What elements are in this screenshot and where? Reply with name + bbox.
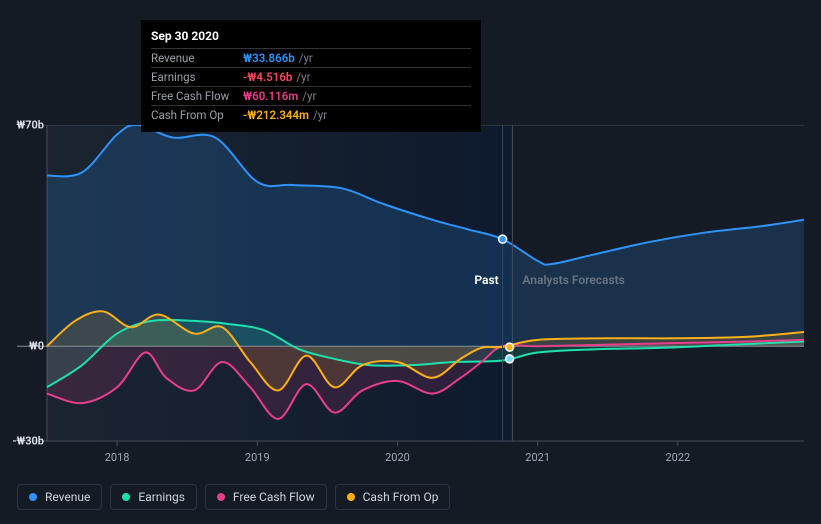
x-axis-label: 2018 [105, 451, 130, 464]
tooltip-row-value: ₩60.116m [243, 89, 298, 103]
tooltip-row-label: Revenue [151, 51, 243, 65]
tooltip-row: Free Cash Flow₩60.116m/yr [151, 86, 471, 105]
marker-cfo [506, 343, 514, 351]
tooltip-row-value: ₩33.866b [243, 51, 295, 65]
marker-revenue [499, 235, 507, 243]
section-label-forecast: Analysts Forecasts [522, 273, 624, 287]
tooltip-date: Sep 30 2020 [151, 26, 471, 48]
tooltip-row-unit: /yr [296, 70, 310, 84]
y-axis-label: ₩70b [0, 119, 44, 132]
section-label-past: Past [474, 273, 498, 287]
legend-item-revenue[interactable]: Revenue [17, 484, 102, 510]
marker-earnings [506, 355, 514, 363]
tooltip-row-value: -₩212.344m [243, 108, 309, 122]
legend-label: Revenue [45, 490, 90, 504]
legend-label: Free Cash Flow [233, 490, 315, 504]
y-axis-label: -₩30b [0, 435, 44, 448]
financials-chart[interactable]: ₩70b₩0-₩30b 20182019202020212022 Past An… [17, 125, 804, 469]
x-axis-label: 2019 [245, 451, 270, 464]
tooltip-row: Revenue₩33.866b/yr [151, 48, 471, 67]
legend-dot [122, 493, 130, 501]
tooltip-row-unit: /yr [299, 51, 313, 65]
legend-item-fcf[interactable]: Free Cash Flow [205, 484, 327, 510]
tooltip-row-label: Earnings [151, 70, 243, 84]
tooltip-row-label: Cash From Op [151, 108, 243, 122]
legend-dot [29, 493, 37, 501]
legend-dot [347, 493, 355, 501]
legend-label: Cash From Op [363, 490, 439, 504]
x-axis-label: 2020 [385, 451, 410, 464]
tooltip-row-unit: /yr [313, 108, 327, 122]
chart-canvas[interactable] [17, 125, 804, 465]
tooltip-row: Earnings-₩4.516b/yr [151, 67, 471, 86]
tooltip-row-unit: /yr [302, 89, 316, 103]
tooltip-row-label: Free Cash Flow [151, 89, 243, 103]
legend-item-cfo[interactable]: Cash From Op [335, 484, 451, 510]
x-axis-label: 2022 [665, 451, 690, 464]
legend-dot [217, 493, 225, 501]
tooltip-row: Cash From Op-₩212.344m/yr [151, 105, 471, 124]
legend-item-earnings[interactable]: Earnings [110, 484, 197, 510]
y-axis-label: ₩0 [0, 340, 44, 353]
x-axis-label: 2021 [525, 451, 550, 464]
legend-label: Earnings [138, 490, 185, 504]
tooltip-row-value: -₩4.516b [243, 70, 292, 84]
chart-tooltip: Sep 30 2020 Revenue₩33.866b/yrEarnings-₩… [141, 20, 481, 132]
chart-legend: Revenue Earnings Free Cash Flow Cash From O… [17, 484, 450, 510]
